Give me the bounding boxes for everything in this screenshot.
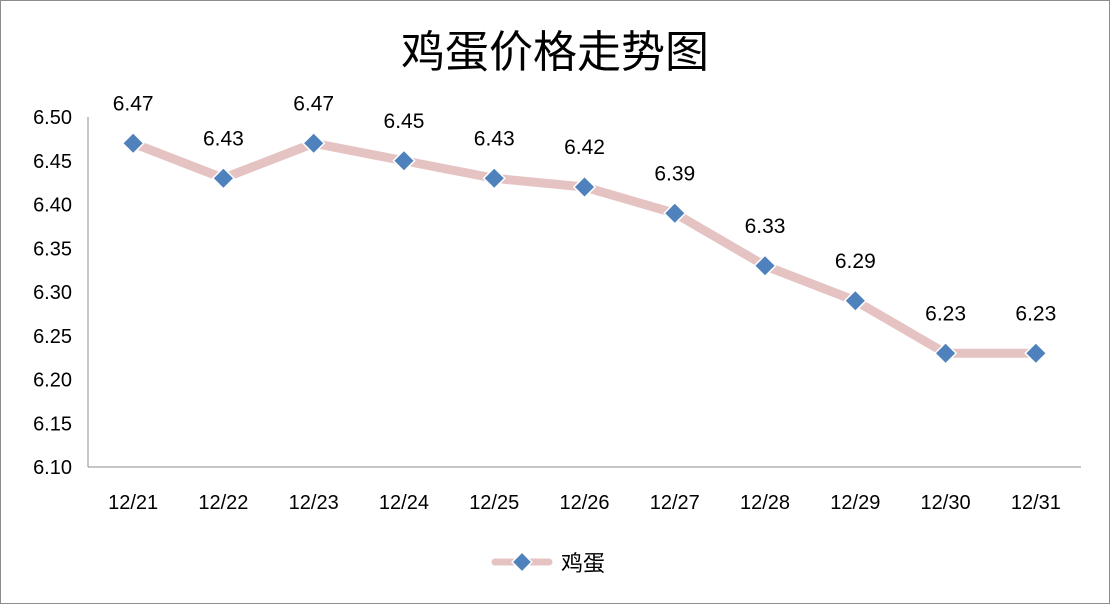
data-label: 6.47 (293, 92, 334, 115)
data-point-marker (663, 201, 687, 225)
data-label: 6.29 (835, 250, 876, 273)
data-labels: 6.47 6.43 6.47 6.45 6.43 6.42 6.39 6.33 6.29 6.23… (113, 92, 1057, 325)
data-label: 6.23 (1015, 302, 1056, 325)
y-tick-label: 6.10 (33, 457, 72, 479)
x-tick-label: 12/24 (379, 492, 429, 514)
y-tick-label: 6.50 (33, 107, 72, 129)
data-point-marker (392, 149, 416, 173)
data-point-marker (1024, 341, 1048, 365)
y-tick-label: 6.30 (33, 282, 72, 304)
data-label: 6.43 (474, 127, 515, 150)
legend-label: 鸡蛋 (561, 552, 605, 577)
data-point-marker (933, 341, 958, 365)
x-tick-label: 12/27 (650, 492, 700, 514)
y-tick-label: 6.15 (33, 413, 72, 435)
data-label: 6.47 (113, 92, 154, 115)
y-tick-label: 6.20 (33, 370, 72, 392)
data-label: 6.23 (925, 302, 966, 325)
data-point-marker (121, 131, 145, 155)
x-tick-label: 12/26 (559, 492, 609, 514)
x-tick-label: 12/21 (108, 492, 158, 514)
data-label: 6.45 (384, 110, 425, 133)
data-label: 6.43 (203, 127, 244, 150)
data-point-marker (302, 131, 326, 155)
series-line (128, 138, 1041, 358)
x-tick-label: 12/29 (830, 492, 880, 514)
x-axis: 12/21 12/22 12/23 12/24 12/25 12/26 12/27 12/28… (88, 466, 1081, 514)
data-point-marker (572, 175, 597, 199)
data-point-marker (753, 254, 777, 278)
x-tick-label: 12/28 (740, 492, 790, 514)
x-tick-label: 12/31 (1011, 492, 1061, 514)
data-point-marker (482, 166, 506, 190)
y-axis: 6.50 6.45 6.40 6.35 6.30 6.25 6.20 6.15 6.10 (33, 107, 89, 479)
legend-marker-swatch (511, 551, 533, 573)
data-label: 6.33 (745, 215, 786, 238)
x-tick-label: 12/23 (289, 492, 339, 514)
y-tick-label: 6.25 (33, 326, 72, 348)
y-tick-label: 6.45 (33, 151, 72, 173)
x-tick-label: 12/30 (921, 492, 971, 514)
y-tick-label: 6.40 (33, 195, 72, 217)
data-label: 6.39 (654, 162, 695, 185)
data-point-marker (843, 289, 867, 313)
x-tick-label: 12/25 (469, 492, 519, 514)
y-tick-label: 6.35 (33, 238, 72, 260)
data-label: 6.42 (564, 136, 605, 159)
series-eggs (121, 131, 1048, 365)
data-point-marker (211, 166, 236, 190)
chart-title: 鸡蛋价格走势图 (401, 27, 709, 78)
x-tick-label: 12/22 (198, 492, 248, 514)
legend: 鸡蛋 (491, 551, 605, 577)
